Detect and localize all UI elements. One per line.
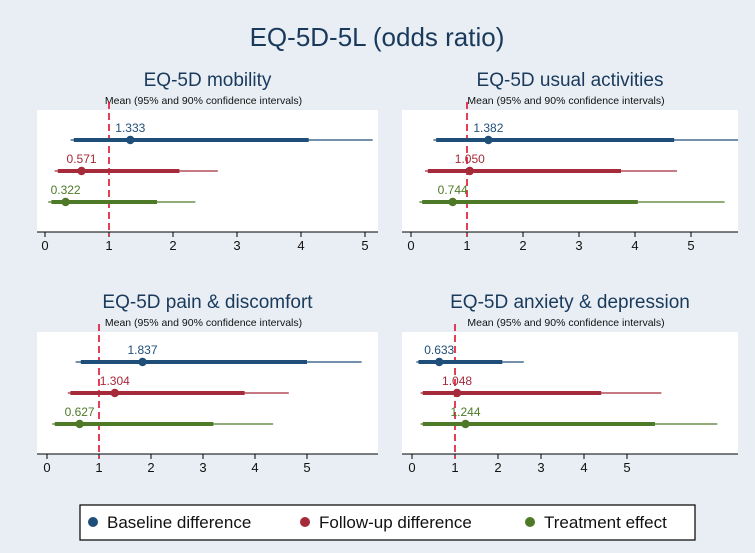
series-marks	[416, 357, 718, 429]
legend: Baseline difference Follow-up difference T…	[79, 504, 696, 541]
legend-marker-baseline-difference	[88, 517, 98, 527]
x-tick-label: 1	[95, 460, 102, 475]
panel-subtitle: Mean (95% and 90% confidence intervals)	[467, 317, 664, 329]
panel-subtitle: Mean (95% and 90% confidence intervals)	[105, 317, 302, 329]
x-tick-label: 3	[233, 238, 240, 253]
panel-title: EQ-5D usual activities	[477, 70, 664, 91]
x-tick-label: 4	[580, 460, 587, 475]
mean-label-baseline-difference: 1.333	[115, 121, 145, 135]
mean-point-treatment-effect	[75, 419, 84, 429]
panel-title: EQ-5D pain & discomfort	[102, 292, 313, 313]
panel-subtitle: Mean (95% and 90% confidence intervals)	[467, 95, 664, 107]
mean-point-baseline-difference	[138, 357, 147, 367]
mean-point-follow-up-difference	[77, 166, 86, 176]
mean-label-treatment-effect: 0.322	[51, 183, 81, 197]
x-tick-label: 5	[303, 460, 310, 475]
x-tick-label: 1	[463, 238, 470, 253]
panel-eq-5d-usual-activities: EQ-5D usual activities Mean (95% and 90% …	[402, 70, 738, 253]
panel-subtitle: Mean (95% and 90% confidence intervals)	[105, 95, 302, 107]
mean-point-baseline-difference	[435, 357, 444, 367]
panel-eq-5d-pain-discomfort: EQ-5D pain & discomfort Mean (95% and 90%…	[37, 292, 378, 475]
mean-label-baseline-difference: 0.633	[424, 343, 454, 357]
legend-marker-treatment-effect	[525, 517, 535, 527]
x-tick-label: 0	[408, 460, 415, 475]
mean-label-baseline-difference: 1.837	[128, 343, 158, 357]
x-tick-label: 4	[297, 238, 304, 253]
x-tick-label: 2	[169, 238, 176, 253]
mean-label-baseline-difference: 1.382	[473, 121, 503, 135]
mean-point-treatment-effect	[448, 197, 457, 207]
x-tick-label: 4	[251, 460, 258, 475]
x-tick-label: 1	[451, 460, 458, 475]
legend-label-treatment-effect: Treatment effect	[544, 513, 667, 532]
x-tick-label: 2	[494, 460, 501, 475]
x-tick-label: 4	[631, 238, 638, 253]
x-tick-label: 5	[687, 238, 694, 253]
panel-eq-5d-anxiety-depression: EQ-5D anxiety & depression Mean (95% and …	[402, 292, 738, 475]
mean-label-follow-up-difference: 0.571	[67, 152, 97, 166]
series-marks	[52, 357, 362, 429]
x-tick-label: 5	[361, 238, 368, 253]
series-marks	[419, 135, 738, 207]
mean-point-baseline-difference	[126, 135, 135, 145]
x-tick-label: 2	[147, 460, 154, 475]
x-tick-label: 0	[41, 238, 48, 253]
legend-label-follow-up-difference: Follow-up difference	[319, 513, 472, 532]
legend-marker-follow-up-difference	[300, 517, 310, 527]
mean-label-follow-up-difference: 1.050	[455, 152, 485, 166]
mean-point-follow-up-difference	[110, 388, 120, 398]
x-tick-label: 3	[199, 460, 206, 475]
legend-box	[79, 504, 696, 541]
mean-label-follow-up-difference: 1.304	[100, 374, 130, 388]
mean-point-treatment-effect	[461, 419, 470, 429]
mean-label-treatment-effect: 1.244	[450, 405, 480, 419]
mean-point-follow-up-difference	[465, 166, 474, 176]
x-tick-label: 0	[43, 460, 50, 475]
mean-label-treatment-effect: 0.744	[438, 183, 468, 197]
legend-label-baseline-difference: Baseline difference	[107, 513, 251, 532]
panels: EQ-5D mobility Mean (95% and 90% confiden…	[37, 70, 738, 475]
x-tick-label: 1	[105, 238, 112, 253]
mean-point-treatment-effect	[61, 197, 70, 207]
panel-title: EQ-5D mobility	[144, 70, 272, 91]
x-tick-label: 3	[537, 460, 544, 475]
x-tick-label: 2	[519, 238, 526, 253]
mean-point-baseline-difference	[484, 135, 493, 145]
x-tick-label: 3	[575, 238, 582, 253]
mean-label-treatment-effect: 0.627	[65, 405, 95, 419]
mean-point-follow-up-difference	[452, 388, 462, 398]
figure-title: EQ-5D-5L (odds ratio)	[250, 22, 505, 52]
panel-eq-5d-mobility: EQ-5D mobility Mean (95% and 90% confiden…	[37, 70, 378, 253]
x-tick-label: 0	[407, 238, 414, 253]
panel-title: EQ-5D anxiety & depression	[450, 292, 690, 313]
mean-label-follow-up-difference: 1.048	[442, 374, 472, 388]
series-marks	[48, 135, 373, 207]
x-tick-label: 5	[623, 460, 630, 475]
